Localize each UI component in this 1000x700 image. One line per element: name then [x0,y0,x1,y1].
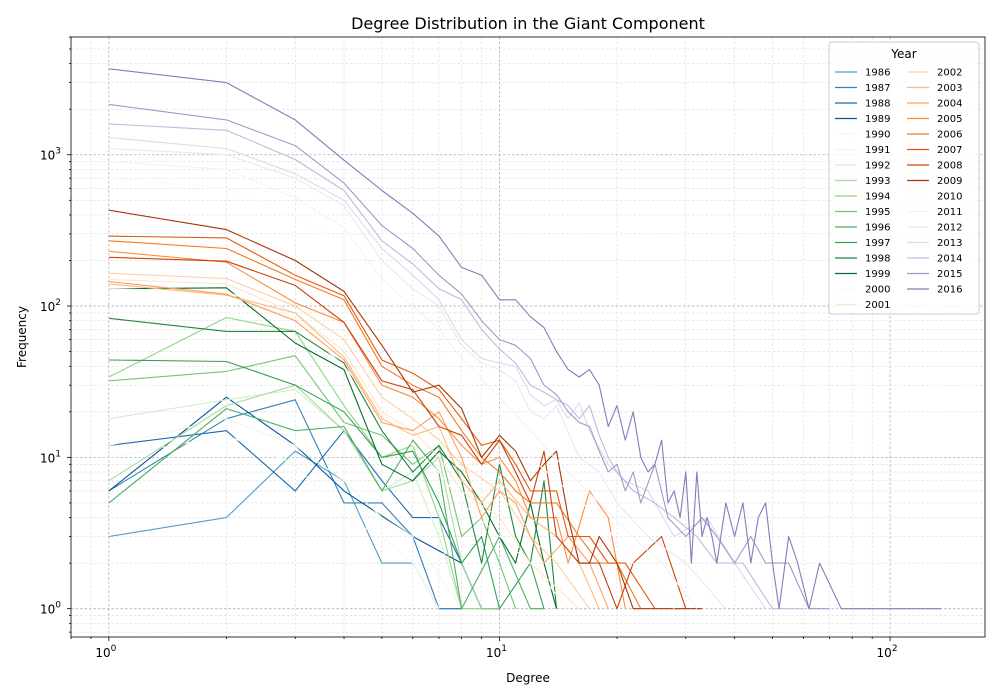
legend-label-1993: 1993 [865,176,890,187]
legend-label-2010: 2010 [937,192,962,203]
series-lines [108,68,941,610]
legend-label-2013: 2013 [937,238,962,249]
y-tick-label: 102 [40,298,61,314]
series-line-2011 [108,161,698,610]
x-tick-label: 101 [486,644,507,660]
legend-label-1986: 1986 [865,68,890,79]
legend-label-2002: 2002 [937,68,962,79]
legend-box [828,41,980,315]
legend-label-1992: 1992 [865,161,890,172]
y-tick-label: 103 [40,147,61,163]
plot-frame [70,36,986,638]
legend-title: Year [890,47,916,61]
legend-label-2001: 2001 [865,300,890,311]
legend-label-2012: 2012 [937,223,962,234]
y-tick-label: 101 [40,449,61,465]
series-line-2009 [108,209,702,610]
series-line-2013 [108,136,767,610]
series-line-2012 [108,147,727,610]
legend-label-1988: 1988 [865,99,890,110]
y-tick-label: 100 [40,601,61,617]
x-tick-label: 100 [95,644,116,660]
legend-label-1999: 1999 [865,269,890,280]
axis-ticks: 100 101 102 100 101 102 103 [40,36,898,660]
legend-label-1987: 1987 [865,83,890,94]
series-line-1988 [108,430,483,609]
legend-label-1995: 1995 [865,207,890,218]
legend-label-1990: 1990 [865,130,890,141]
legend-label-2000: 2000 [865,285,890,296]
legend-label-2008: 2008 [937,161,962,172]
legend-label-2015: 2015 [937,269,962,280]
series-line-2010 [108,177,675,610]
legend: Year 1986 1987 1988 1989 1990 1991 1992 1993 199… [828,41,980,315]
legend-label-2005: 2005 [937,114,962,125]
series-line-2003 [108,283,600,609]
legend-label-2004: 2004 [937,99,962,110]
series-line-2002 [108,272,590,610]
legend-label-2006: 2006 [937,130,962,141]
legend-label-2009: 2009 [937,176,962,187]
legend-label-1998: 1998 [865,254,890,265]
legend-label-2007: 2007 [937,145,962,156]
legend-label-1996: 1996 [865,223,890,234]
legend-label-2003: 2003 [937,83,962,94]
x-axis-label: Degree [506,671,550,685]
series-line-2008 [108,256,687,610]
legend-label-1994: 1994 [865,192,890,203]
series-line-1997 [108,359,545,610]
series-line-1990 [108,434,440,609]
series-line-2000 [108,288,569,610]
series-line-2015 [108,103,830,610]
legend-label-1991: 1991 [865,145,890,156]
series-line-2007 [108,235,656,609]
series-line-1996 [108,408,544,610]
legend-label-2016: 2016 [937,285,962,296]
legend-label-1989: 1989 [865,114,890,125]
legend-label-2011: 2011 [937,207,962,218]
chart-title: Degree Distribution in the Giant Compone… [351,14,705,33]
y-axis-label: Frequency [15,306,29,368]
series-line-2004 [108,281,609,609]
x-tick-label: 102 [877,644,898,660]
series-line-1991 [108,418,463,610]
series-line-2016 [108,68,941,610]
legend-label-1997: 1997 [865,238,890,249]
legend-label-2014: 2014 [937,254,962,265]
